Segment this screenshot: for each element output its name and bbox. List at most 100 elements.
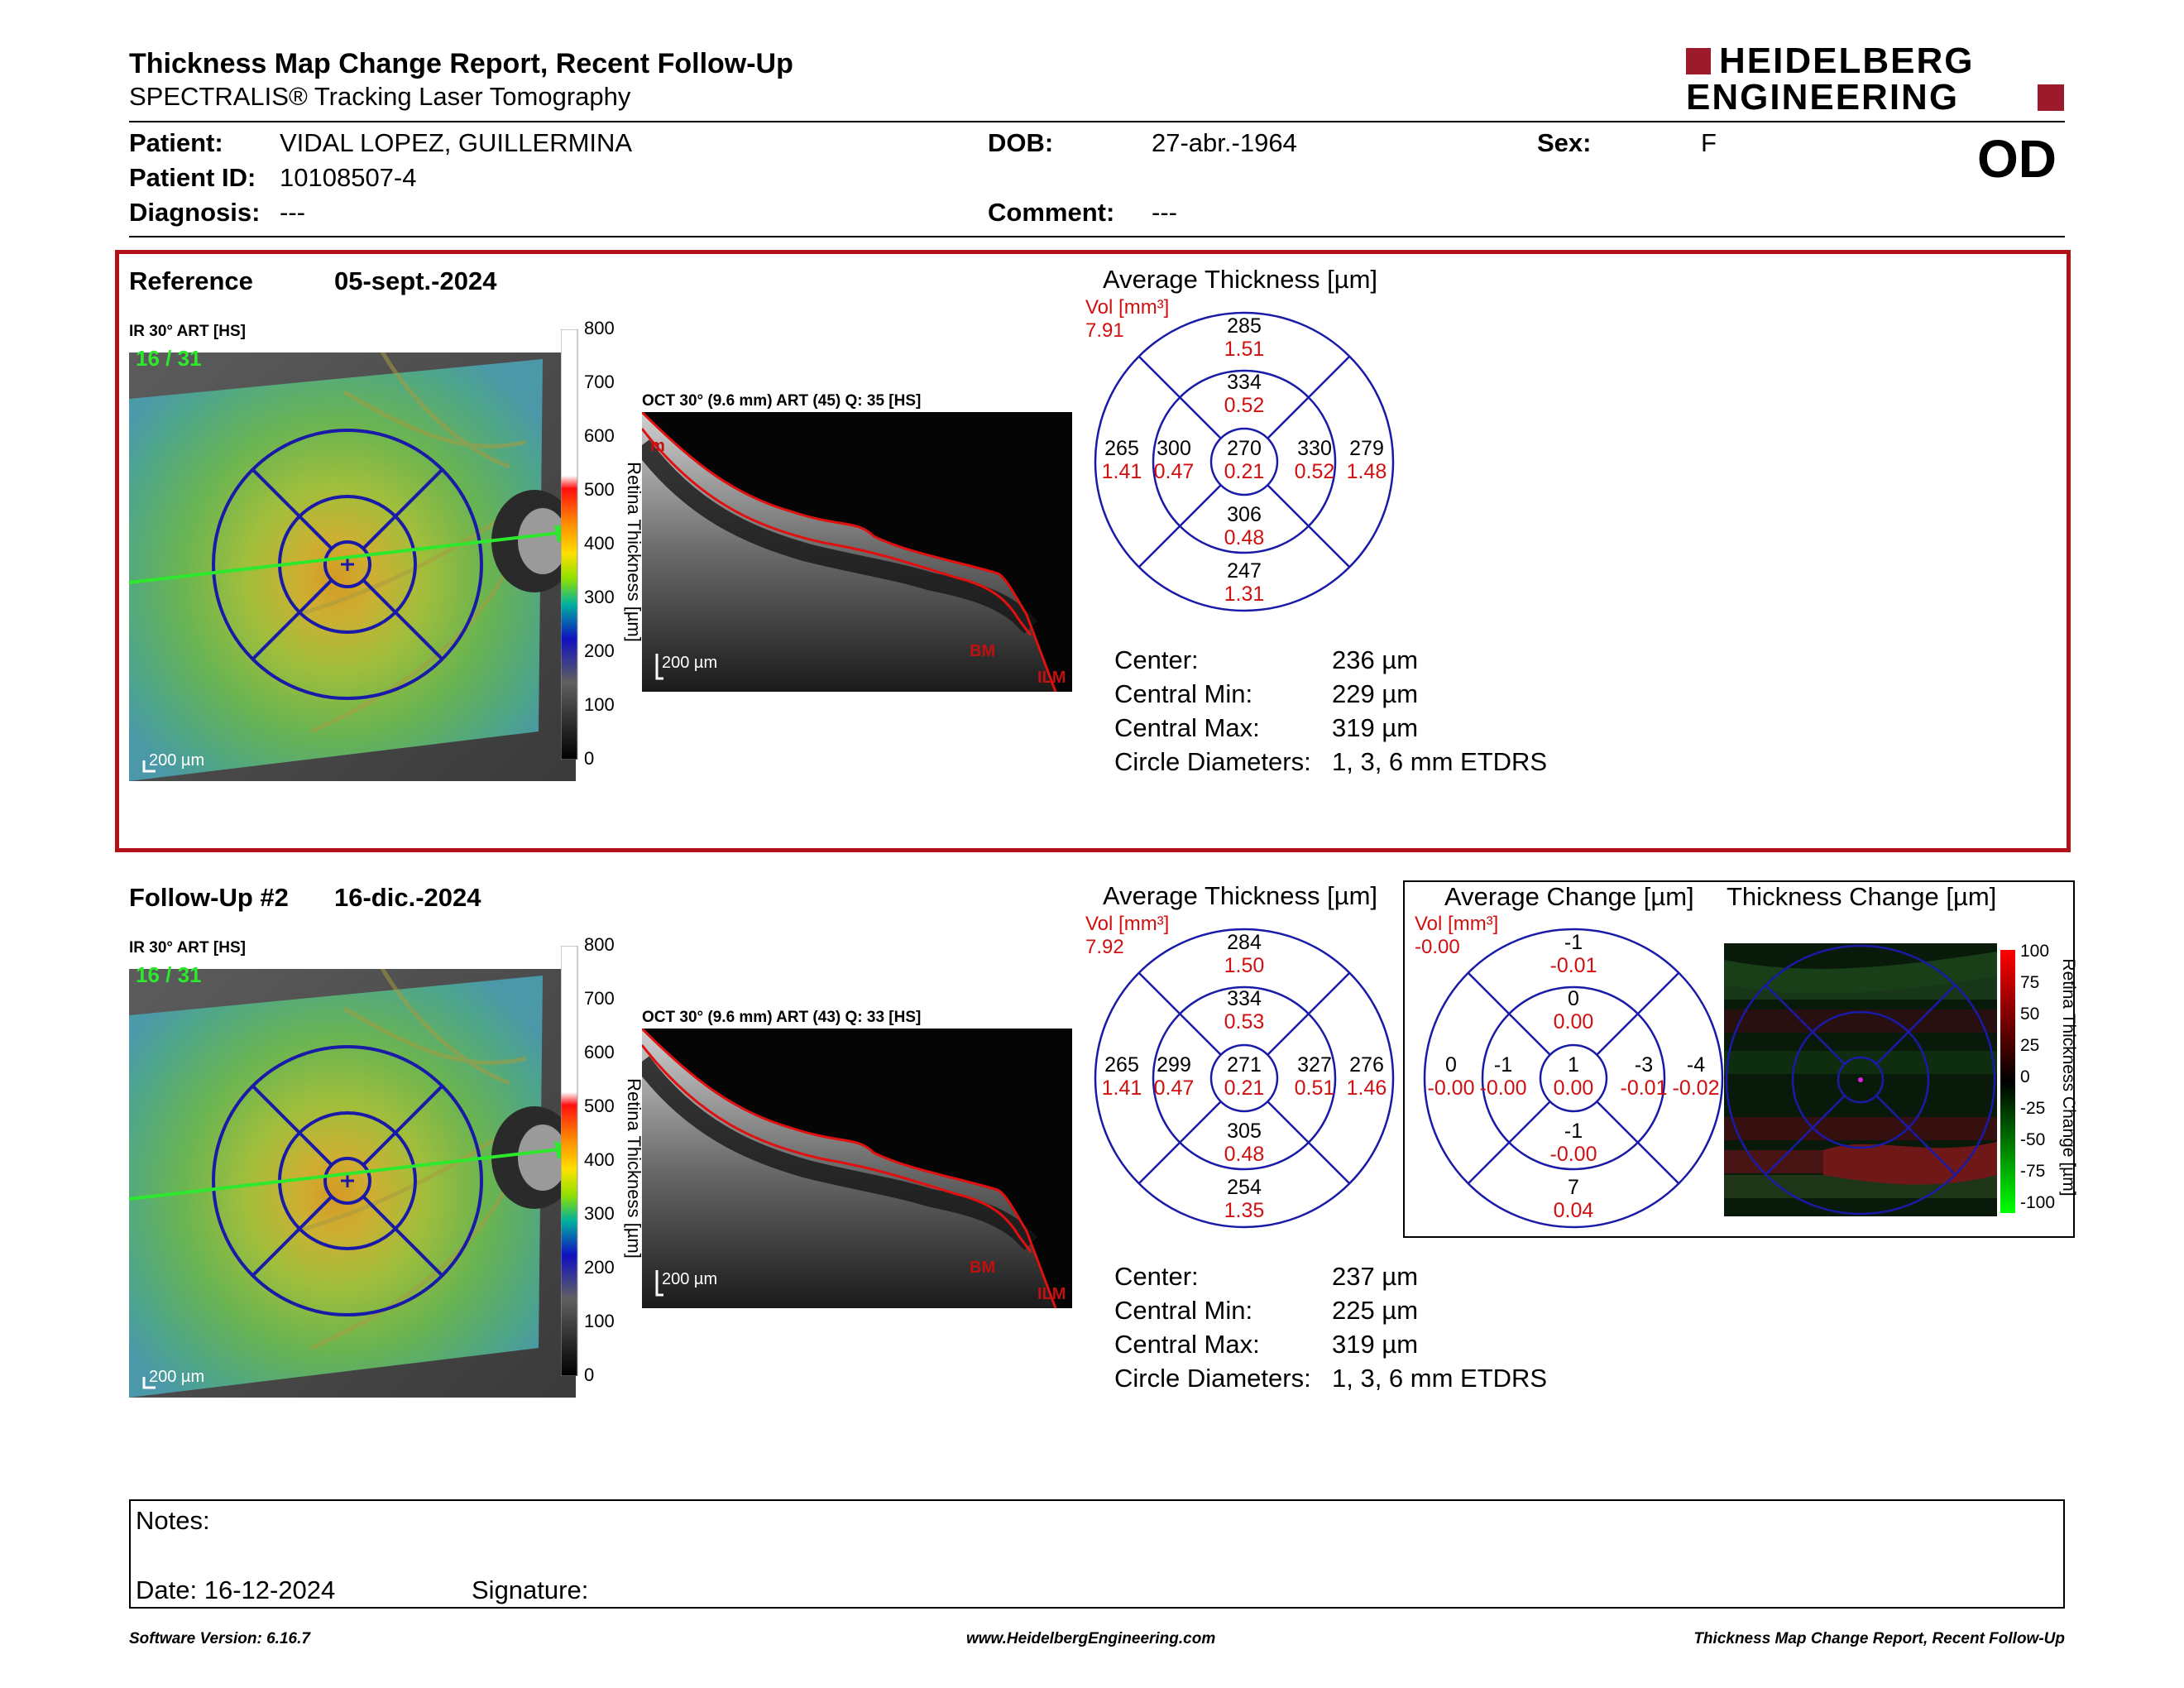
ir-image-label: IR 30° ART [HS] xyxy=(129,939,246,957)
stat-label: Central Min: xyxy=(1114,1296,1253,1325)
sector-volume-value: 0.47 xyxy=(1153,460,1195,483)
etdrs-thickness-grid xyxy=(1094,928,1395,1229)
change-tick-label: -50 xyxy=(2020,1130,2046,1149)
sector-thickness-value: -1 xyxy=(1564,1120,1583,1143)
sector-thickness-value: 247 xyxy=(1227,559,1262,583)
colorbar-tick-label: 600 xyxy=(584,1042,615,1062)
ir-thickness-map[interactable] xyxy=(129,343,592,781)
sector-volume-value: 0.21 xyxy=(1224,460,1265,483)
sector-thickness-value: 0 xyxy=(1568,987,1579,1010)
sector-volume-value: 1.35 xyxy=(1224,1199,1265,1222)
sector-volume-value: 0.00 xyxy=(1553,1077,1594,1100)
change-colorbar xyxy=(2000,950,2015,1213)
colorbar-tick-label: 100 xyxy=(584,694,615,715)
ir-thickness-map[interactable] xyxy=(129,959,592,1398)
sector-volume-value: 1.46 xyxy=(1346,1077,1387,1100)
volume-label: Vol [mm³] xyxy=(1085,913,1170,935)
sector-thickness-value: 1 xyxy=(1568,1053,1579,1077)
notes-date: Date: 16-12-2024 xyxy=(136,1575,336,1604)
sector-thickness-value: 284 xyxy=(1227,931,1262,954)
sector-thickness-value: 271 xyxy=(1227,1053,1262,1077)
colorbar-tick-label: 200 xyxy=(584,640,615,661)
notes-label[interactable]: Notes: xyxy=(136,1506,210,1535)
followup-label: Follow-Up #2 xyxy=(129,883,289,912)
reference-date: 05-sept.-2024 xyxy=(334,266,497,295)
sector-volume-value: -0.01 xyxy=(1620,1077,1668,1100)
sector-volume-value: 0.53 xyxy=(1224,1010,1265,1033)
sector-thickness-value: -3 xyxy=(1634,1053,1654,1077)
ilm-label: ILM xyxy=(1037,669,1066,687)
patient-divider xyxy=(129,236,2065,237)
patient-id-value: 10108507-4 xyxy=(280,163,417,192)
sector-thickness-value: -4 xyxy=(1686,1053,1706,1077)
colorbar-tick-label: 100 xyxy=(584,1311,615,1331)
stat-value: 319 µm xyxy=(1332,713,1419,742)
oct-image-label: OCT 30° (9.6 mm) ART (45) Q: 35 [HS] xyxy=(642,392,922,410)
sector-thickness-value: 305 xyxy=(1227,1120,1262,1143)
oct-bscan-image[interactable] xyxy=(642,412,1072,692)
sex-value: F xyxy=(1701,128,1717,157)
signature-label[interactable]: Signature: xyxy=(472,1575,589,1604)
colorbar-tick-label: 600 xyxy=(584,425,615,446)
sector-thickness-value: 0 xyxy=(1445,1053,1457,1077)
stat-label: Circle Diameters: xyxy=(1114,747,1311,776)
ir-image-label: IR 30° ART [HS] xyxy=(129,323,246,340)
sector-volume-value: -0.00 xyxy=(1427,1077,1475,1100)
software-version: Software Version: 6.16.7 xyxy=(129,1630,310,1647)
sector-volume-value: 1.50 xyxy=(1224,954,1265,977)
website-link[interactable]: www.HeidelbergEngineering.com xyxy=(966,1630,1216,1647)
sector-thickness-value: 254 xyxy=(1227,1176,1262,1199)
change-tick-label: -25 xyxy=(2020,1099,2046,1118)
patient-label: Patient: xyxy=(129,128,223,157)
sector-volume-value: -0.00 xyxy=(1549,1143,1597,1166)
stat-value: 319 µm xyxy=(1332,1330,1419,1359)
stat-label: Central Max: xyxy=(1114,713,1260,742)
sector-volume-value: -0.02 xyxy=(1672,1077,1720,1100)
sector-thickness-value: 306 xyxy=(1227,503,1262,526)
ir-scale-label: 200 µm xyxy=(149,751,205,770)
colorbar-tick-label: 800 xyxy=(584,318,615,338)
oct-scale-label: 200 µm xyxy=(662,654,718,672)
change-tick-label: 50 xyxy=(2020,1005,2040,1024)
footer-report-title: Thickness Map Change Report, Recent Foll… xyxy=(1693,1630,2065,1647)
sector-thickness-value: 334 xyxy=(1227,987,1262,1010)
stat-value: 225 µm xyxy=(1332,1296,1419,1325)
dob-label: DOB: xyxy=(988,128,1054,157)
heidelberg-logo: HEIDELBERG ENGINEERING xyxy=(1686,43,2067,117)
colorbar-tick-label: 800 xyxy=(584,934,615,955)
sector-thickness-value: 276 xyxy=(1349,1053,1384,1077)
sector-thickness-value: 300 xyxy=(1157,437,1191,460)
etdrs-change-grid xyxy=(1423,928,1724,1229)
sector-thickness-value: 265 xyxy=(1104,1053,1139,1077)
oct-bscan-image[interactable] xyxy=(642,1029,1072,1308)
stat-value: 229 µm xyxy=(1332,679,1419,708)
stat-label: Center: xyxy=(1114,1262,1199,1291)
sector-thickness-value: 299 xyxy=(1157,1053,1191,1077)
sector-volume-value: 0.52 xyxy=(1224,394,1265,417)
sector-volume-value: 0.48 xyxy=(1224,1143,1265,1166)
thickness-change-map[interactable] xyxy=(1724,943,1997,1216)
dob-value: 27-abr.-1964 xyxy=(1152,128,1297,157)
sector-volume-value: 1.31 xyxy=(1224,583,1265,606)
volume-total-value: -0.00 xyxy=(1415,936,1460,958)
sector-volume-value: 1.41 xyxy=(1101,460,1142,483)
change-tick-label: 25 xyxy=(2020,1036,2040,1055)
ir-scale-label: 200 µm xyxy=(149,1368,205,1386)
colorbar-tick-label: 200 xyxy=(584,1257,615,1278)
change-tick-label: -100 xyxy=(2020,1193,2056,1212)
slice-counter: 16 / 31 xyxy=(136,346,202,371)
stat-value: 1, 3, 6 mm ETDRS xyxy=(1332,747,1548,776)
thickness-change-title: Thickness Change [µm] xyxy=(1727,882,1997,911)
header-divider xyxy=(129,121,2065,122)
sector-volume-value: 1.51 xyxy=(1224,338,1265,361)
volume-label: Vol [mm³] xyxy=(1085,296,1170,319)
average-thickness-title: Average Thickness [µm] xyxy=(1103,265,1378,294)
volume-label: Vol [mm³] xyxy=(1415,913,1499,935)
thickness-colorbar xyxy=(561,946,578,1376)
colorbar-tick-label: 400 xyxy=(584,1149,615,1170)
sector-volume-value: 0.47 xyxy=(1153,1077,1195,1100)
notes-box xyxy=(129,1499,2065,1609)
sector-thickness-value: 327 xyxy=(1297,1053,1332,1077)
sector-thickness-value: -1 xyxy=(1564,931,1583,954)
eye-indicator: OD xyxy=(1977,129,2057,189)
